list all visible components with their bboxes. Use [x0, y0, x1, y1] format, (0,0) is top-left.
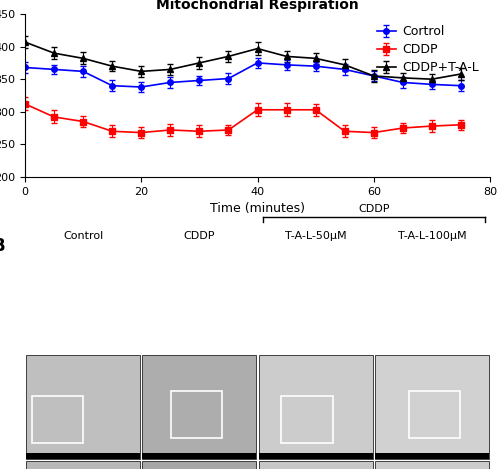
Legend: Cortrol, CDDP, CDDP+T-A-L: Cortrol, CDDP, CDDP+T-A-L [372, 20, 484, 79]
Text: T-A-L-50μM: T-A-L-50μM [285, 231, 346, 241]
Text: B: B [0, 237, 5, 256]
Title: Mitochondrial Respiration: Mitochondrial Respiration [156, 0, 359, 12]
Text: Control: Control [63, 231, 104, 241]
X-axis label: Time (minutes): Time (minutes) [210, 202, 305, 215]
Text: CDDP: CDDP [184, 231, 215, 241]
Text: T-A-L-100μM: T-A-L-100μM [398, 231, 466, 241]
Text: CDDP: CDDP [358, 204, 390, 214]
